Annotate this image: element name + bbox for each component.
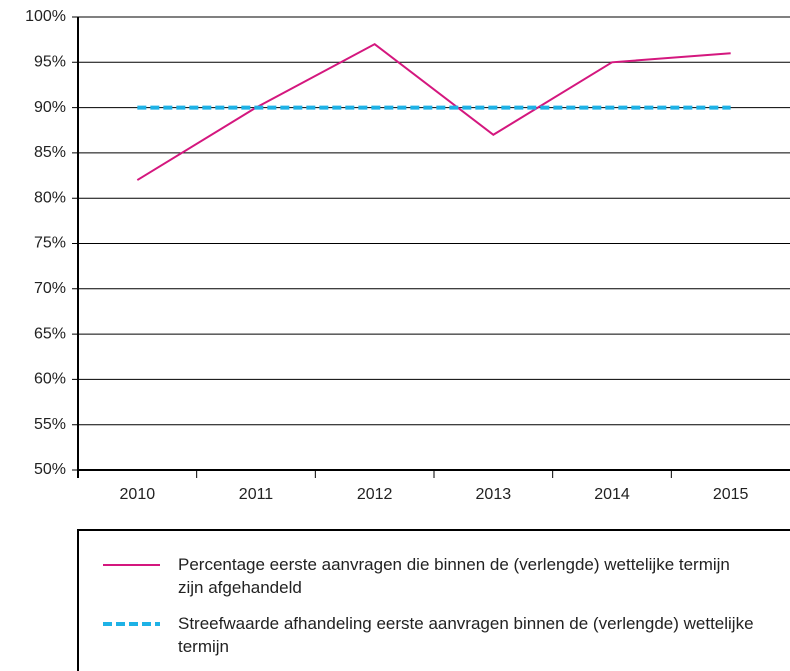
y-tick-label: 60% (34, 371, 66, 388)
y-tick-label: 75% (34, 235, 66, 252)
x-tick-label: 2014 (594, 486, 630, 503)
x-tick-label: 2013 (476, 486, 512, 503)
y-tick-label: 65% (34, 325, 66, 342)
y-tick-label: 80% (34, 189, 66, 206)
x-tick-label: 2010 (120, 486, 156, 503)
x-tick-label: 2011 (239, 486, 274, 503)
legend-label: Percentage eerste aanvragen die binnen d… (178, 555, 730, 597)
x-tick-label: 2012 (357, 486, 393, 503)
legend-box (77, 529, 790, 671)
x-tick-label: 2015 (713, 486, 749, 503)
y-tick-label: 100% (25, 8, 66, 25)
y-tick-label: 70% (34, 280, 66, 297)
series-line (136, 42, 731, 181)
legend-label: Streefwaarde afhandeling eerste aanvrage… (178, 614, 754, 656)
y-tick-label: 90% (34, 99, 66, 116)
y-tick-label: 50% (34, 461, 66, 478)
y-tick-label: 55% (34, 416, 66, 433)
y-tick-label: 95% (34, 54, 66, 71)
y-tick-label: 85% (34, 144, 66, 161)
